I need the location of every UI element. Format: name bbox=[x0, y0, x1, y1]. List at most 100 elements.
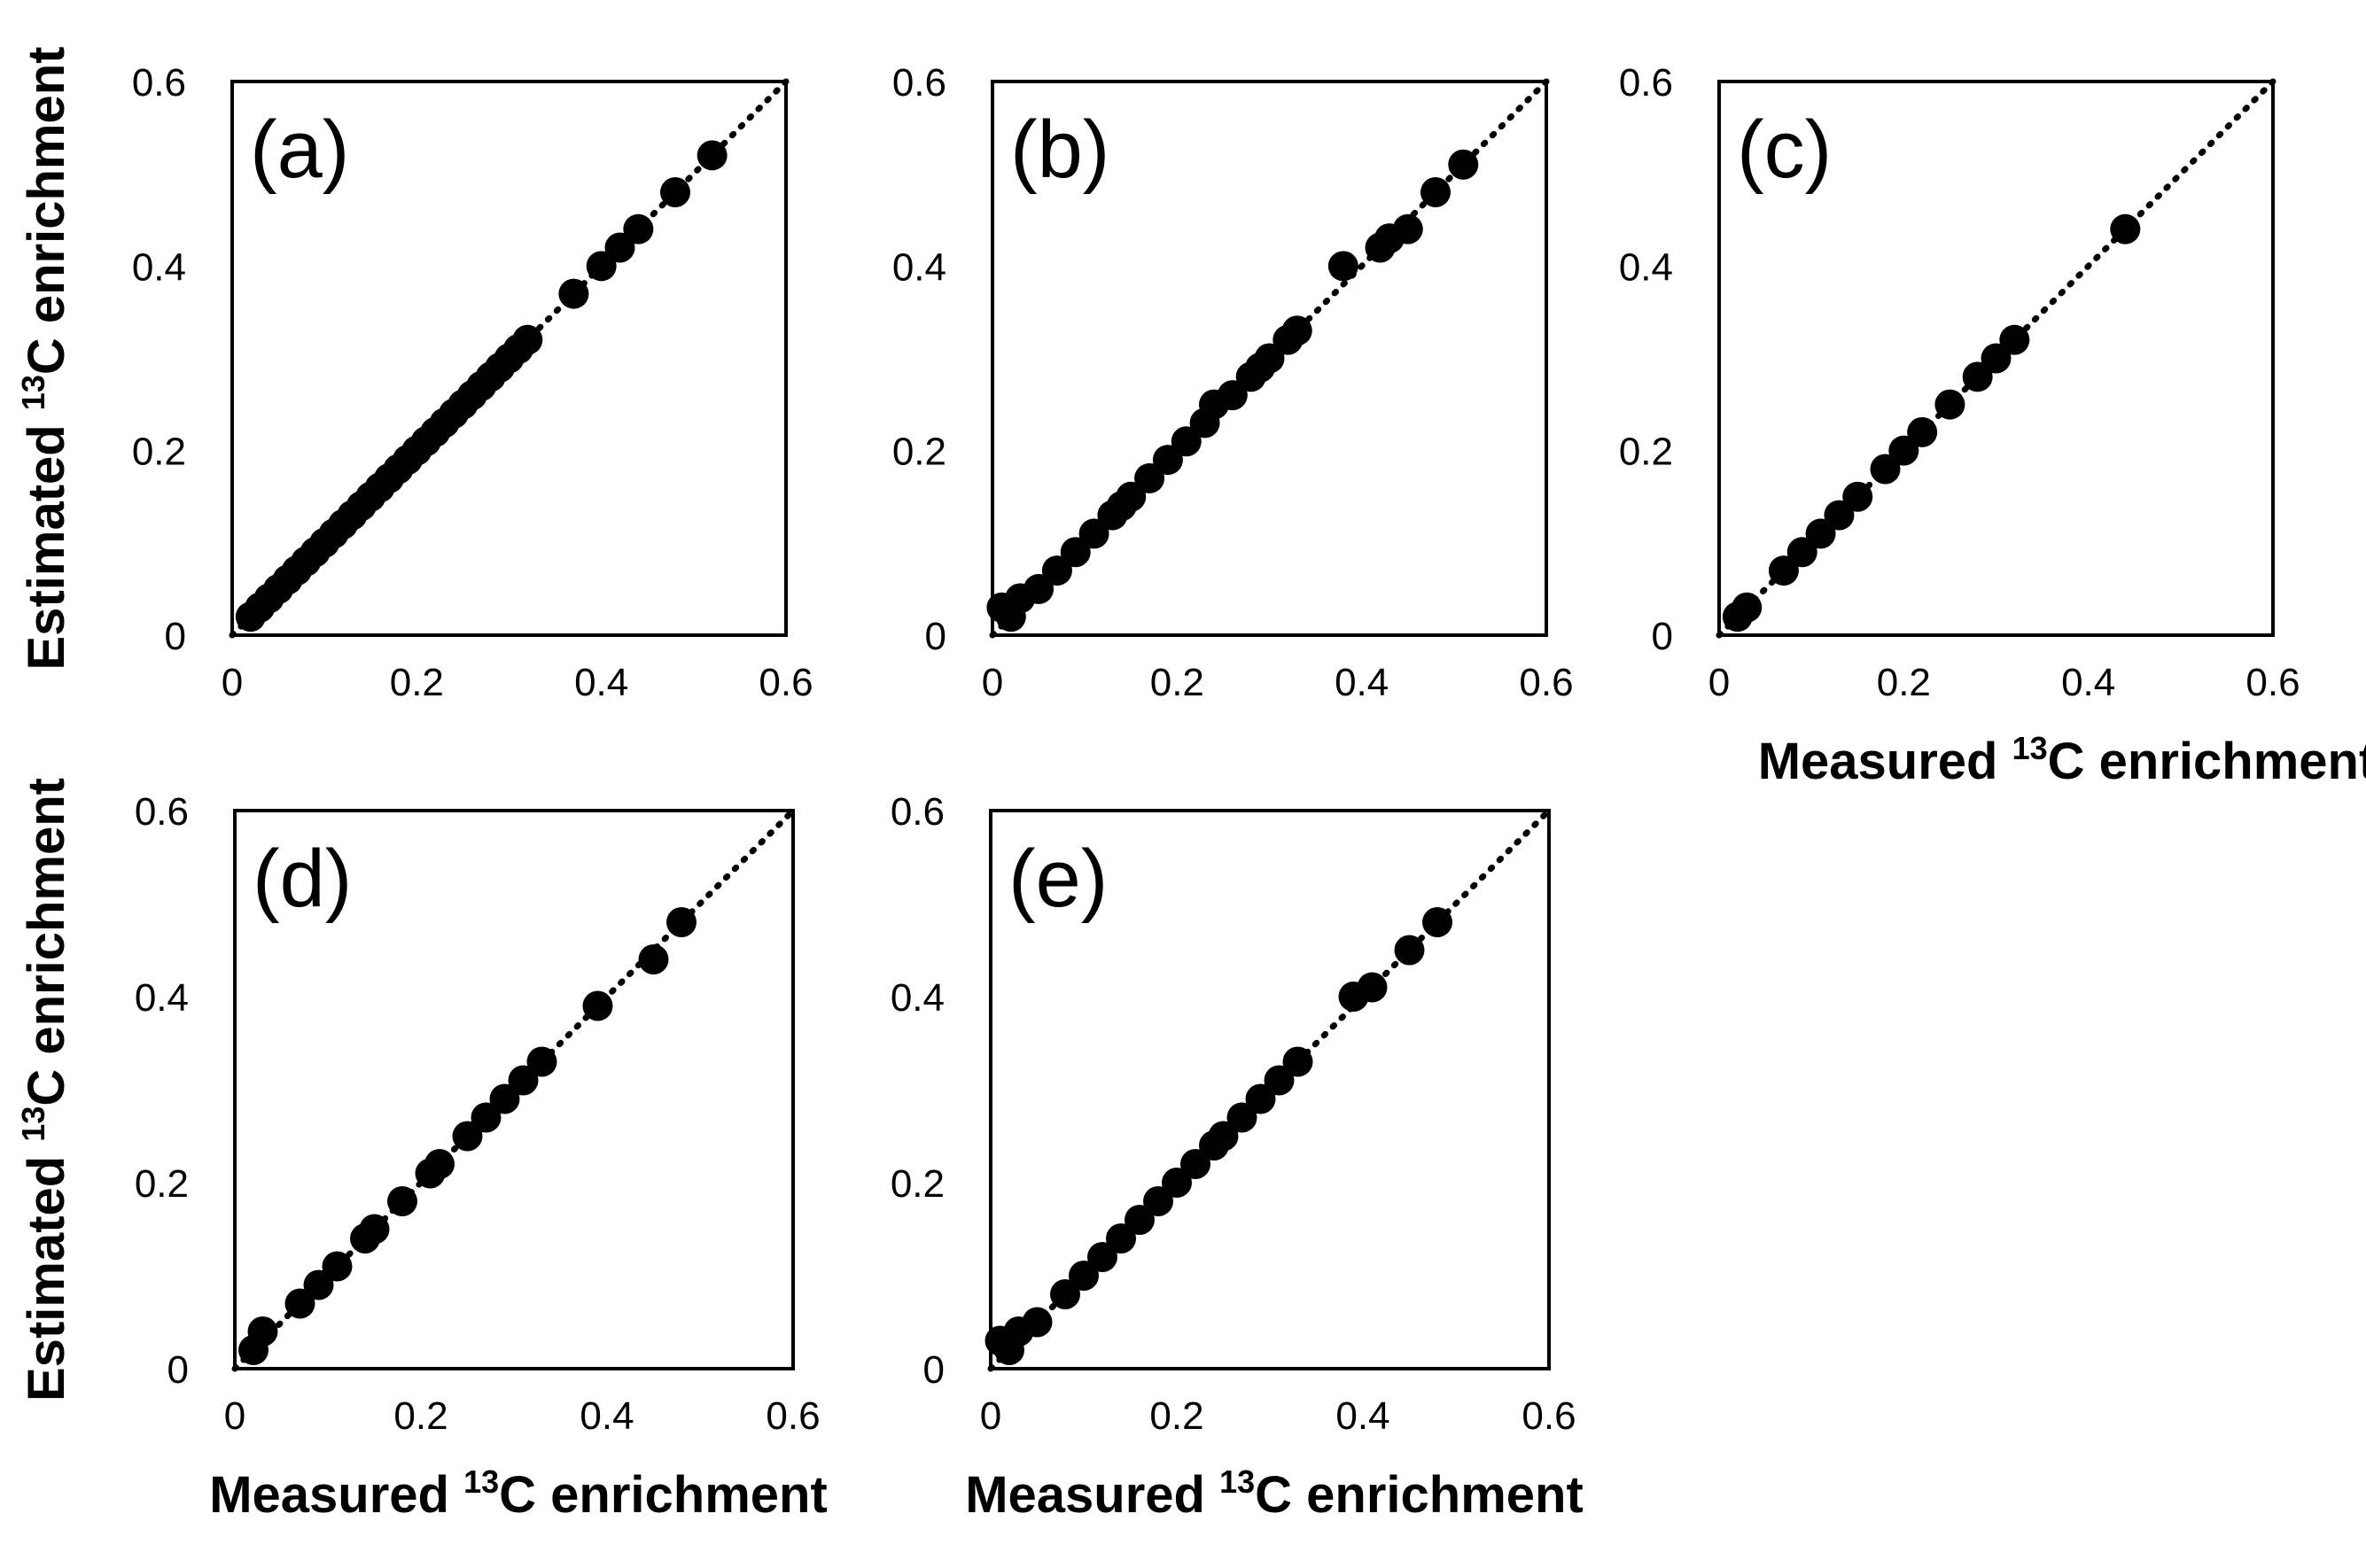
data-point bbox=[1060, 537, 1091, 568]
data-point bbox=[512, 324, 543, 355]
data-point bbox=[582, 990, 613, 1021]
x-tick-label: 0.2 bbox=[1149, 1394, 1203, 1438]
x-tick-label: 0.4 bbox=[574, 661, 628, 704]
data-point bbox=[558, 278, 589, 309]
y-tick-label: 0.4 bbox=[135, 976, 189, 1020]
x-tick-label: 0.6 bbox=[2245, 661, 2300, 704]
data-point bbox=[604, 232, 635, 263]
y-axis-title: Estimated 13C enrichment bbox=[15, 778, 75, 1401]
data-point bbox=[1245, 1083, 1276, 1114]
data-point bbox=[2110, 213, 2141, 245]
y-tick-label: 0.4 bbox=[1619, 245, 1673, 289]
data-point bbox=[1357, 972, 1388, 1003]
data-point bbox=[387, 1186, 417, 1216]
data-point bbox=[638, 944, 669, 974]
y-tick-label: 0.6 bbox=[135, 790, 189, 834]
panel-label: (e) bbox=[1008, 834, 1108, 924]
data-point bbox=[1152, 445, 1183, 476]
y-tick-label: 0 bbox=[165, 615, 186, 658]
y-tick-label: 0.2 bbox=[892, 431, 946, 474]
data-point bbox=[1069, 1261, 1099, 1291]
panel-label: (d) bbox=[253, 834, 352, 924]
x-tick-label: 0.4 bbox=[2061, 661, 2115, 704]
data-point bbox=[660, 177, 690, 207]
data-point bbox=[1208, 1121, 1239, 1152]
data-point bbox=[1134, 462, 1165, 493]
x-tick-label: 0 bbox=[980, 1394, 1001, 1438]
data-point bbox=[1078, 518, 1109, 549]
data-point bbox=[471, 1102, 502, 1133]
data-point bbox=[1217, 380, 1248, 411]
panel-c: 0 0.2 0.4 0.6 0 0.2 0.4 0.6 (c) Measured 13C enri… bbox=[1619, 61, 2366, 790]
x-tick-label: 0 bbox=[982, 661, 1003, 704]
data-point bbox=[452, 1121, 483, 1152]
data-point bbox=[1226, 1102, 1257, 1133]
y-tick-label: 0.6 bbox=[132, 61, 186, 105]
y-tick-label: 0 bbox=[1652, 615, 1673, 658]
x-tick-label: 0.2 bbox=[1150, 661, 1204, 704]
data-point bbox=[586, 251, 617, 282]
y-tick-label: 0.4 bbox=[892, 245, 946, 289]
data-point bbox=[1171, 426, 1202, 457]
y-axis-title: Estimated 13C enrichment bbox=[15, 46, 75, 670]
x-tick-label: 0.6 bbox=[1522, 1394, 1576, 1438]
panel-label: (a) bbox=[250, 105, 349, 195]
x-tick-label: 0.4 bbox=[580, 1394, 634, 1438]
data-point bbox=[1254, 343, 1285, 374]
data-point bbox=[1392, 213, 1423, 245]
panel-a: 0 0.2 0.4 0.6 0 0.2 0.4 0.6 (a) Estimated 13C enr… bbox=[15, 46, 813, 704]
x-axis-title: Measured 13C enrichment bbox=[209, 1463, 828, 1524]
data-point bbox=[1022, 1307, 1053, 1338]
y-tick-label: 0 bbox=[923, 1348, 945, 1392]
y-tick-label: 0.2 bbox=[1619, 431, 1673, 474]
data-point bbox=[1768, 555, 1799, 586]
panel-label: (c) bbox=[1737, 105, 1832, 195]
data-point bbox=[1888, 435, 1919, 466]
data-point bbox=[1824, 500, 1855, 531]
data-point bbox=[508, 1065, 539, 1096]
x-tick-label: 0 bbox=[222, 661, 243, 704]
plot-frame bbox=[233, 809, 795, 1370]
data-point bbox=[1116, 481, 1147, 512]
y-tick-label: 0.6 bbox=[1619, 61, 1673, 105]
data-point bbox=[1907, 416, 1938, 447]
data-point bbox=[1281, 315, 1312, 346]
plot-frame bbox=[230, 80, 788, 637]
y-tick-label: 0.2 bbox=[135, 1162, 189, 1206]
data-point bbox=[1999, 324, 2030, 355]
plot-frame bbox=[989, 809, 1551, 1370]
data-point bbox=[1394, 935, 1425, 966]
y-tick-label: 0.2 bbox=[132, 431, 186, 474]
x-tick-label: 0.6 bbox=[1519, 661, 1573, 704]
x-tick-label: 0.4 bbox=[1335, 661, 1389, 704]
x-axis-title: Measured 13C enrichment bbox=[965, 1463, 1584, 1524]
panel-d: 0 0.2 0.4 0.6 0 0.2 0.4 0.6 (d) Measured 13C enri… bbox=[15, 778, 828, 1524]
x-tick-label: 0 bbox=[224, 1394, 245, 1438]
data-point bbox=[1842, 481, 1873, 512]
data-point bbox=[1327, 251, 1358, 282]
data-point bbox=[284, 1288, 315, 1319]
data-point bbox=[1282, 1046, 1313, 1077]
y-tick-label: 0 bbox=[925, 615, 946, 658]
panel-label: (b) bbox=[1010, 105, 1109, 195]
y-tick-label: 0.4 bbox=[132, 245, 186, 289]
x-tick-label: 0 bbox=[1708, 661, 1730, 704]
data-point bbox=[424, 1149, 455, 1179]
data-point bbox=[1125, 1205, 1155, 1235]
x-tick-label: 0.2 bbox=[390, 661, 444, 704]
data-point bbox=[1087, 1242, 1117, 1272]
x-tick-label: 0.2 bbox=[393, 1394, 448, 1438]
x-tick-label: 0.6 bbox=[759, 661, 813, 704]
data-point bbox=[1041, 555, 1072, 586]
data-point bbox=[1162, 1168, 1192, 1198]
plot-frame bbox=[991, 80, 1548, 637]
data-point bbox=[1981, 343, 2012, 374]
data-point bbox=[623, 213, 654, 245]
data-point bbox=[1143, 1186, 1173, 1216]
y-tick-label: 0.4 bbox=[891, 976, 945, 1020]
data-point bbox=[1448, 149, 1479, 180]
panel-b: 0 0.2 0.4 0.6 0 0.2 0.4 0.6 (b) bbox=[892, 61, 1574, 704]
data-point bbox=[666, 907, 697, 937]
data-point bbox=[1422, 907, 1452, 937]
data-point bbox=[1870, 454, 1901, 485]
